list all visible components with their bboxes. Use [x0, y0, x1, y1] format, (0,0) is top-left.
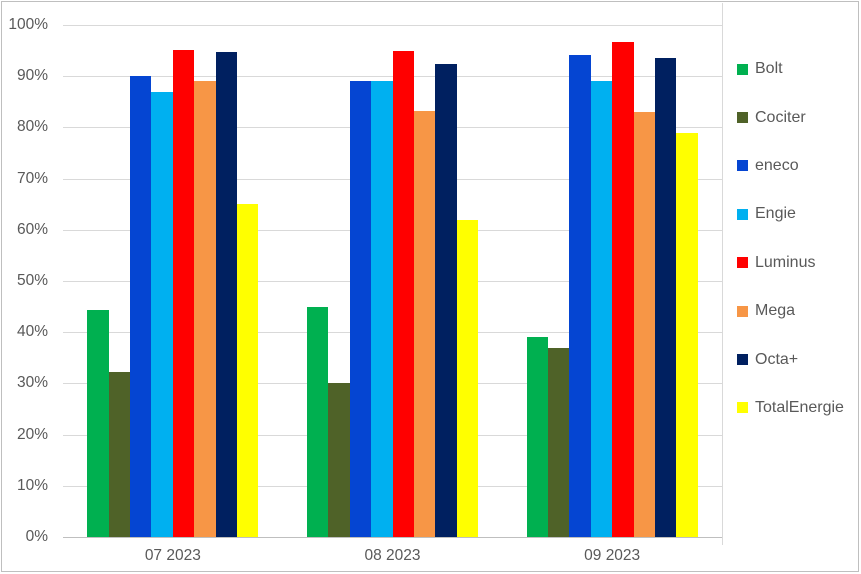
legend-swatch-octa	[737, 354, 748, 366]
legend-swatch-engie	[737, 208, 748, 220]
bar-eneco-09-2023	[569, 54, 591, 537]
legend-item-octa: Octa+	[737, 335, 844, 383]
bar-cluster-08-2023	[307, 25, 478, 537]
legend-label-luminus: Luminus	[755, 253, 816, 271]
legend-label-bolt: Bolt	[755, 60, 783, 78]
legend-label-totalenergie: TotalEnergie	[755, 398, 844, 416]
bar-luminus-07-2023	[172, 49, 195, 537]
y-axis-label-20: 20%	[16, 425, 48, 443]
bar-cociter-07-2023	[108, 371, 131, 537]
legend-label-engie: Engie	[755, 205, 796, 223]
legend-item-mega: Mega	[737, 287, 844, 335]
bar-octa-07-2023	[215, 51, 237, 537]
bar-mega-08-2023	[413, 111, 436, 537]
y-axis-label-40: 40%	[16, 323, 48, 341]
bar-totalenergie-09-2023	[676, 132, 698, 537]
y-axis-label-10: 10%	[16, 476, 48, 494]
bar-bolt-07-2023	[87, 310, 109, 537]
bar-bolt-08-2023	[307, 306, 329, 537]
legend-item-cociter: Cociter	[737, 93, 844, 141]
legend-swatch-totalenergie	[737, 402, 748, 414]
legend-swatch-luminus	[737, 257, 748, 269]
y-axis-label-90: 90%	[16, 67, 48, 85]
bar-mega-09-2023	[633, 111, 655, 537]
y-axis-label-50: 50%	[16, 272, 48, 289]
legend-item-eneco: eneco	[737, 142, 844, 190]
legend-swatch-cociter	[737, 112, 748, 124]
legend-item-totalenergie: TotalEnergie	[737, 384, 844, 432]
x-axis-label-08-2023: 08 2023	[364, 547, 421, 564]
legend-item-bolt: Bolt	[737, 45, 844, 93]
legend-item-luminus: Luminus	[737, 239, 844, 287]
legend-swatch-eneco	[737, 160, 748, 172]
x-axis-label-09-2023: 09 2023	[584, 547, 641, 564]
y-axis-label-100: 100%	[8, 16, 48, 33]
legend-swatch-mega	[737, 305, 748, 317]
legend-label-eneco: eneco	[755, 156, 799, 174]
bar-mega-07-2023	[194, 81, 216, 537]
y-axis-label-80: 80%	[16, 118, 48, 136]
bar-eneco-08-2023	[349, 81, 372, 537]
bar-octa-08-2023	[435, 63, 457, 537]
y-axis-label-60: 60%	[16, 220, 48, 238]
bar-engie-08-2023	[371, 81, 393, 537]
y-axis-label-70: 70%	[16, 169, 48, 187]
bar-eneco-07-2023	[130, 76, 152, 537]
bar-cluster-07-2023	[87, 25, 259, 537]
x-axis-label-07-2023: 07 2023	[144, 547, 201, 564]
legend-label-mega: Mega	[755, 302, 796, 320]
legend-label-octa: Octa+	[755, 350, 799, 368]
legend: Bolt Cociter eneco Engie Luminus Mega Octa+ Tot…	[737, 45, 844, 432]
plot-right-border	[722, 3, 723, 545]
legend-swatch-bolt	[737, 63, 748, 75]
bar-luminus-09-2023	[612, 42, 634, 537]
bar-totalenergie-07-2023	[236, 204, 259, 537]
bar-cluster-09-2023	[526, 25, 698, 537]
gridline-100	[63, 25, 722, 26]
gridline-0	[63, 537, 722, 538]
y-axis-label-30: 30%	[16, 374, 48, 392]
legend-item-engie: Engie	[737, 190, 844, 238]
y-axis-label-0: 0%	[25, 528, 48, 545]
bar-totalenergie-08-2023	[456, 219, 478, 537]
bar-bolt-09-2023	[526, 337, 549, 537]
bar-octa-09-2023	[654, 58, 677, 537]
bar-cociter-08-2023	[328, 383, 350, 537]
bar-engie-07-2023	[151, 91, 173, 537]
bar-cociter-09-2023	[548, 347, 570, 537]
legend-label-cociter: Cociter	[755, 108, 806, 126]
bar-engie-09-2023	[590, 81, 613, 537]
bar-luminus-08-2023	[392, 51, 414, 537]
